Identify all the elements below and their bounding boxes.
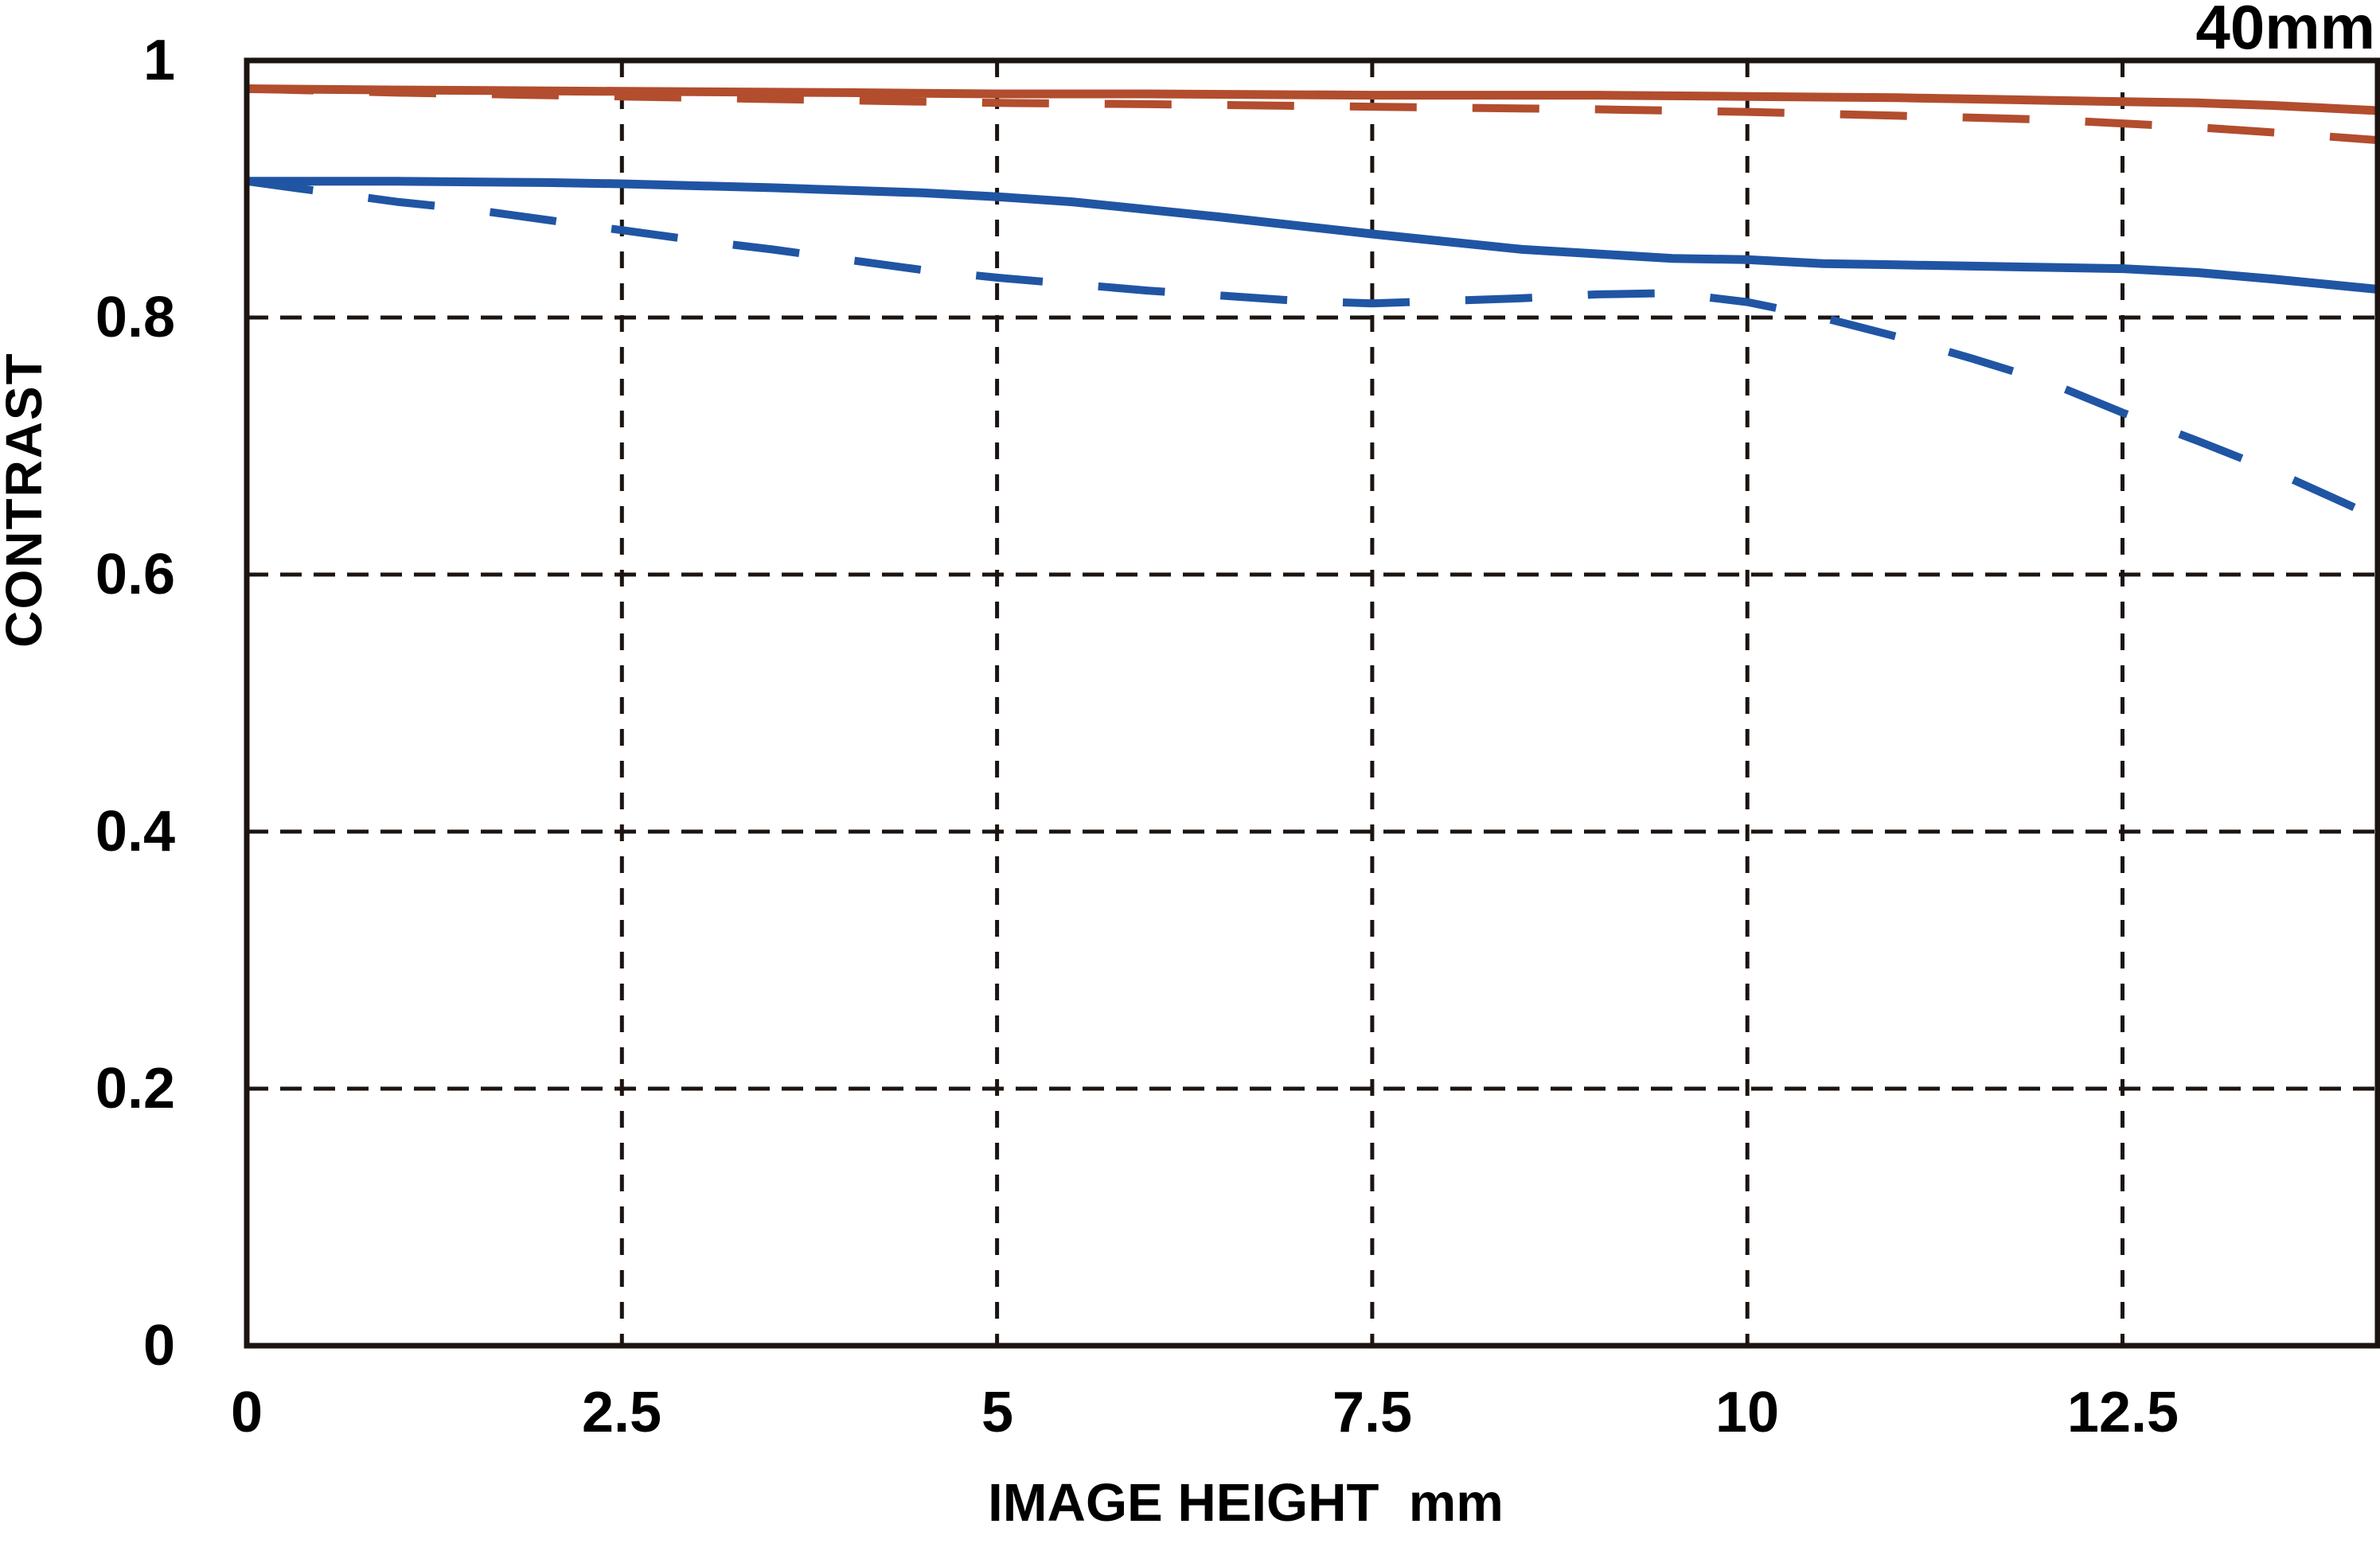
- y-tick-1: 1: [142, 29, 175, 92]
- y-tick-0-4: 0.4: [95, 800, 175, 863]
- gridlines: [247, 60, 2378, 1346]
- y-tick-0: 0: [142, 1314, 175, 1378]
- curve-blue-solid: [247, 177, 2378, 294]
- y-tick-0-8: 0.8: [95, 286, 175, 349]
- curve-blue-dashed: [246, 177, 2380, 522]
- focal-length-title: 40mm: [2195, 0, 2375, 62]
- mtf-curves: [246, 84, 2380, 522]
- x-tick-7-5: 7.5: [1332, 1381, 1413, 1444]
- y-tick-0-2: 0.2: [95, 1057, 175, 1120]
- plot-border: [244, 57, 2380, 1349]
- x-tick-2-5: 2.5: [581, 1381, 662, 1444]
- x-tick-10: 10: [1715, 1381, 1780, 1444]
- curve-red-dashed: [246, 84, 2378, 145]
- x-tick-12-5: 12.5: [2066, 1381, 2179, 1444]
- x-tick-0: 0: [230, 1381, 263, 1444]
- y-tick-0-6: 0.6: [95, 543, 175, 606]
- x-tick-5: 5: [981, 1381, 1014, 1444]
- x-axis-label: IMAGE HEIGHT mm: [988, 1473, 1504, 1533]
- curve-red-solid: [246, 84, 2378, 115]
